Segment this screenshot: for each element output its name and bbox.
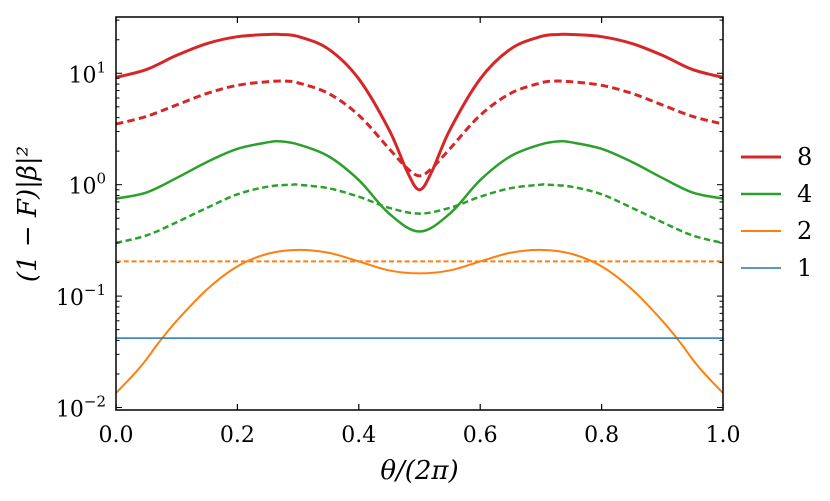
series-line-8-solid [116,32,723,192]
legend-label-2: 2 [797,217,812,245]
series-line-2-solid [116,248,723,394]
x-axis-label: θ/(2π) [380,456,458,486]
plot-lines [116,32,723,394]
legend-label-4: 4 [797,180,812,208]
x-tick-label: 0.0 [99,423,134,448]
series-line-4-solid [116,139,723,233]
y-axis-label: (1 − F)|β|² [13,146,43,282]
series-line-8-dashed [116,79,723,178]
legend-label-8: 8 [797,143,812,171]
legend: 8 4 2 1 [741,143,812,282]
plot-frame [115,16,724,411]
x-axis-ticks: 0.0 0.2 0.4 0.6 0.8 1.0 [99,17,741,448]
x-tick-label: 0.6 [463,423,498,448]
y-axis-ticks: 101 100 10−1 10−2 [56,19,723,423]
y-tick-label: 10−2 [56,393,106,423]
y-tick-label: 101 [68,58,106,88]
x-tick-label: 0.2 [220,423,255,448]
x-tick-label: 1.0 [706,423,741,448]
y-tick-label: 10−1 [56,281,106,311]
y-tick-label: 100 [68,170,106,200]
x-tick-label: 0.8 [584,423,619,448]
series-line-4-dashed [116,183,723,245]
legend-label-1: 1 [797,254,812,282]
x-tick-label: 0.4 [341,423,376,448]
